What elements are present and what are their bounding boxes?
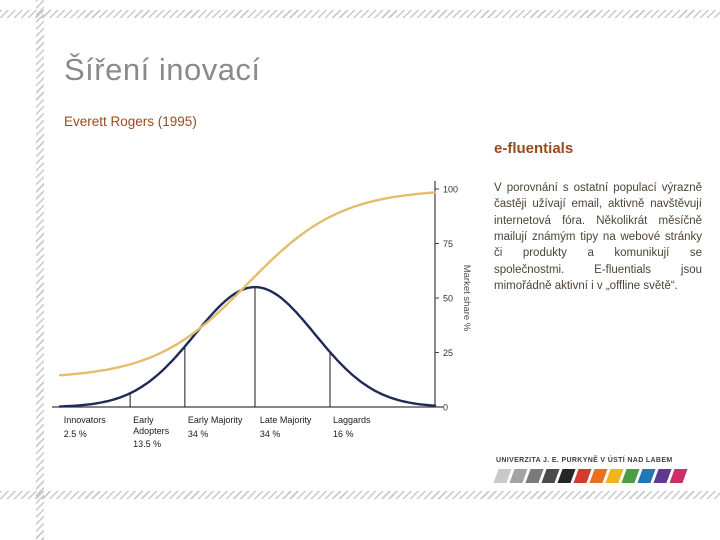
logo-stripe [653, 469, 672, 483]
logo-stripe [621, 469, 640, 483]
y-axis-title: Market share % [461, 265, 472, 332]
y-tick-label: 75 [443, 239, 453, 249]
diffusion-chart: 0 25 50 75 100 Market share % Innovators 2.5 %… [52, 168, 472, 453]
university-logo-stripes [493, 469, 696, 483]
logo-stripe [541, 469, 560, 483]
chart-category-early-adopters: Early Adopters 13.5 % [133, 415, 191, 450]
category-percentage: 34 % [259, 428, 281, 439]
efluentials-body: V porovnání s ostatní populací výrazně č… [494, 182, 702, 292]
category-percentage: 16 % [333, 428, 354, 439]
logo-stripe [589, 469, 608, 483]
category-name: Laggards [333, 415, 371, 425]
right-text-panel: e-fluentials V porovnání s ostatní popul… [494, 140, 702, 294]
decor-hatch-left [36, 0, 44, 540]
chart-category-early-majority: Early Majority 34 % [188, 415, 246, 439]
category-name: Early Majority [187, 415, 243, 425]
category-percentage: 34 % [187, 428, 209, 439]
new-adopters-bell-curve [58, 285, 437, 408]
logo-stripe [637, 469, 656, 483]
logo-stripe [525, 469, 544, 483]
university-name: UNIVERZITA J. E. PURKYNĚ V ÚSTÍ NAD LABE… [496, 457, 673, 464]
decor-hatch-bottom [0, 491, 720, 499]
category-percentage: 2.5 % [63, 428, 87, 439]
y-tick-label: 100 [443, 185, 458, 195]
y-tick-label: 50 [443, 294, 453, 304]
cumulative-market-share-curve [58, 191, 437, 377]
chart-category-laggards: Laggards 16 % [333, 415, 391, 439]
logo-stripe [669, 469, 688, 483]
slide-title: Šíření inovací [64, 52, 261, 87]
slide-subtitle: Everett Rogers (1995) [64, 114, 197, 129]
category-name: Late Majority [259, 415, 312, 425]
efluentials-heading: e-fluentials [494, 140, 574, 157]
y-tick-label: 0 [443, 403, 448, 413]
logo-stripe [605, 469, 624, 483]
logo-stripe [557, 469, 576, 483]
y-tick-label: 25 [443, 348, 453, 358]
logo-stripe [493, 469, 512, 483]
university-footer: UNIVERZITA J. E. PURKYNĚ V ÚSTÍ NAD LABE… [493, 457, 696, 483]
logo-stripe [509, 469, 528, 483]
category-percentage: 13.5 % [133, 439, 162, 450]
chart-category-labels: Innovators 2.5 % Early Adopters 13.5 % Early… [52, 168, 472, 453]
diffusion-chart-svg: 0 25 50 75 100 Market share % [52, 181, 472, 413]
category-name: Innovators [63, 415, 106, 425]
category-name: Early Adopters [133, 415, 170, 436]
chart-category-late-majority: Late Majority 34 % [260, 415, 318, 439]
logo-stripe [573, 469, 592, 483]
chart-category-innovators: Innovators 2.5 % [64, 415, 122, 439]
decor-hatch-top [0, 10, 720, 18]
